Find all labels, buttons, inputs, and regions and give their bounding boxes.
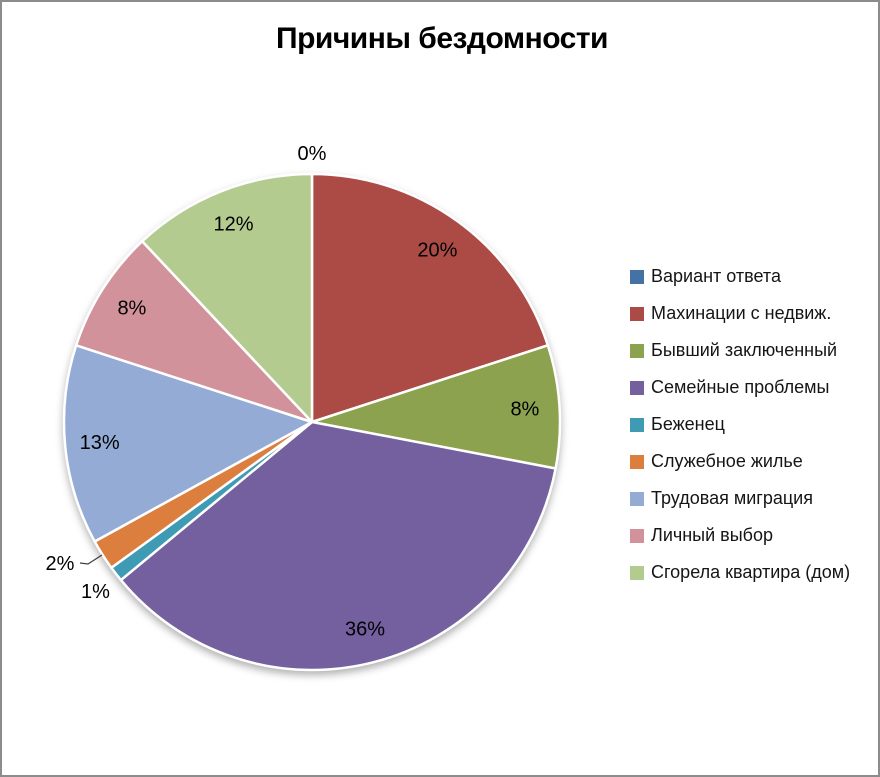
legend-swatch-icon xyxy=(630,343,644,358)
pie-slice-7[interactable] xyxy=(74,239,314,424)
legend-item-6[interactable]: Трудовая миграция xyxy=(630,480,878,517)
legend-label: Вариант ответа xyxy=(651,266,781,286)
legend-item-5[interactable]: Служебное жилье xyxy=(630,443,878,480)
slice-label-1: 20% xyxy=(417,240,457,262)
legend-label: Семейные проблемы xyxy=(651,377,830,397)
legend-item-4[interactable]: Беженец xyxy=(630,406,878,443)
pie-body xyxy=(62,172,562,672)
slice-label-7: 8% xyxy=(117,298,146,320)
legend: Вариант ответа Махинации с недвиж. Бывший … xyxy=(630,258,878,591)
legend-item-8[interactable]: Сгорела квартира (дом) xyxy=(630,554,878,591)
legend-item-1[interactable]: Махинации с недвиж. xyxy=(630,295,878,332)
legend-swatch-icon xyxy=(630,454,644,469)
slice-label-8: 12% xyxy=(213,214,253,236)
slice-label-4: 1% xyxy=(81,581,110,603)
legend-label: Личный выбор xyxy=(651,525,774,545)
pie-slice-6[interactable] xyxy=(62,344,314,543)
legend-label: Служебное жилье xyxy=(651,451,803,471)
slice-label-6: 13% xyxy=(80,432,120,454)
pie-slice-8[interactable] xyxy=(140,172,314,424)
legend-swatch-icon xyxy=(630,528,644,543)
pie-chart: 0% 20% 8% 36% 1% 2% 13% 8% 12% xyxy=(46,143,562,672)
legend-swatch-icon xyxy=(630,306,644,321)
chart-title: Причины бездомности xyxy=(276,22,608,55)
legend-label: Сгорела квартира (дом) xyxy=(651,562,851,582)
legend-label: Бывший заключенный xyxy=(651,340,838,360)
legend-swatch-icon xyxy=(630,380,644,395)
legend-swatch-icon xyxy=(630,417,644,432)
slice-label-0: 0% xyxy=(298,143,327,165)
slice-label-3: 36% xyxy=(345,619,385,641)
slice-label-2: 8% xyxy=(510,399,539,421)
leader-line xyxy=(79,554,103,565)
legend-swatch-icon xyxy=(630,269,644,284)
legend-item-3[interactable]: Семейные проблемы xyxy=(630,369,878,406)
legend-item-7[interactable]: Личный выбор xyxy=(630,517,878,554)
pie-slice-2[interactable] xyxy=(310,344,562,470)
legend-swatch-icon xyxy=(630,491,644,506)
legend-item-2[interactable]: Бывший заключенный xyxy=(630,332,878,369)
slice-label-5: 2% xyxy=(46,553,75,575)
pie-slice-1[interactable] xyxy=(310,172,550,424)
legend-label: Махинации с недвиж. xyxy=(651,303,832,323)
legend-label: Трудовая миграция xyxy=(651,488,813,508)
legend-item-0[interactable]: Вариант ответа xyxy=(630,258,878,295)
legend-swatch-icon xyxy=(630,565,644,580)
pie-slice-3[interactable] xyxy=(119,420,557,672)
legend-label: Беженец xyxy=(651,414,725,434)
